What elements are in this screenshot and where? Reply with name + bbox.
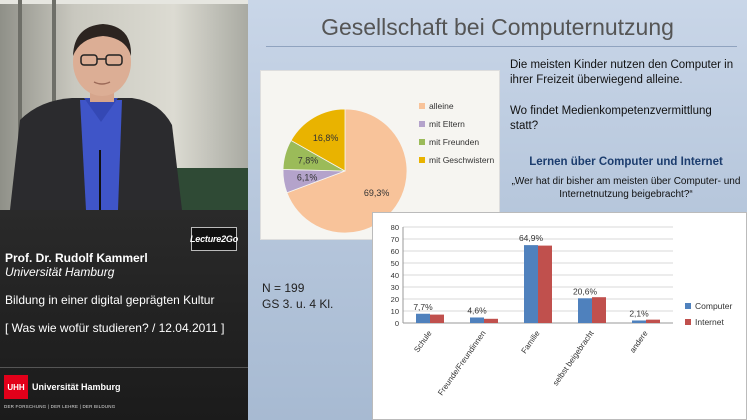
lecture-title: [ Was wie wofür studieren? / 12.04.2011 … <box>5 321 225 335</box>
pie-legend-alleine: alleine <box>419 101 454 111</box>
bar-chart-panel: 0 10 20 30 40 50 60 70 80 7,7% Schule 4,6% Freunde/F… <box>372 212 747 420</box>
bar-computer-4 <box>632 320 646 323</box>
pie-chart: 69,3% 6,1% 7,8% 16,8% <box>282 108 408 234</box>
x-category-label: selbst beigebracht <box>551 328 596 387</box>
bar-computer-0 <box>416 313 430 323</box>
legend-label-computer: Computer <box>695 301 732 311</box>
bar-computer-3 <box>578 298 592 323</box>
bar-computer-2 <box>524 245 538 323</box>
uhh-motto: DER FORSCHUNG | DER LEHRE | DER BILDUNG <box>4 404 116 409</box>
y-tick-label: 70 <box>391 235 399 244</box>
pie-data-label: 16,8% <box>313 133 339 143</box>
slide-text-intro: Die meisten Kinder nutzen den Computer i… <box>510 59 734 86</box>
title-underline <box>266 46 737 47</box>
presentation-slide: Gesellschaft bei Computernutzung 69,3% 6,… <box>248 0 747 420</box>
y-tick-label: 20 <box>391 295 399 304</box>
pie-legend-mit-eltern: mit Eltern <box>419 119 465 129</box>
x-category-label: andere <box>628 329 650 355</box>
bar-computer-1 <box>470 317 484 323</box>
y-tick-label: 10 <box>391 307 399 316</box>
bar-internet-2 <box>538 245 552 323</box>
sample-group: GS 3. u. 4 Kl. <box>262 297 334 311</box>
speaker-figure <box>10 24 182 210</box>
projector-screen-edge <box>0 0 248 4</box>
x-category-label: Familie <box>519 329 541 356</box>
legend-swatch <box>419 121 425 127</box>
bar-chart: 0 10 20 30 40 50 60 70 80 7,7% Schule 4,6% Freunde/F… <box>391 223 733 397</box>
green-board <box>168 168 248 210</box>
x-category-label: Freunde/Freundinnen <box>436 329 488 397</box>
bar-data-label: 20,6% <box>573 286 598 296</box>
bar-data-label: 2,1% <box>629 308 649 318</box>
bar-internet-4 <box>646 319 660 323</box>
sample-size: N = 199 <box>262 281 305 295</box>
legend-swatch <box>419 103 425 109</box>
x-category-label: Schule <box>412 329 434 355</box>
wall-seam <box>18 0 22 210</box>
slide-quote: „Wer hat dir bisher am meisten über Comp… <box>511 176 741 200</box>
speaker-name: Prof. Dr. Rudolf Kammerl <box>5 251 148 265</box>
y-tick-label: 80 <box>391 223 399 232</box>
legend-swatch <box>419 139 425 145</box>
slide-subheading: Lernen über Computer und Internet <box>529 156 723 168</box>
y-tick-label: 0 <box>395 319 399 328</box>
uhh-logo-icon: UHH <box>4 375 28 399</box>
pie-data-label: 6,1% <box>297 172 318 182</box>
speaker-video[interactable] <box>0 0 248 210</box>
legend-swatch <box>419 157 425 163</box>
bar-internet-0 <box>430 314 444 323</box>
pie-data-label: 7,8% <box>298 156 319 166</box>
lecture2go-logo[interactable]: Lecture2Go <box>190 227 238 251</box>
pie-legend-mit-freunden: mit Freunden <box>419 137 479 147</box>
speaker-university: Universität Hamburg <box>5 265 115 279</box>
lecture-info-panel: Lecture2Go Prof. Dr. Rudolf Kammerl Univ… <box>0 210 248 420</box>
legend-label: mit Geschwistern <box>429 155 495 165</box>
slide-title: Gesellschaft bei Computernutzung <box>321 14 674 40</box>
bar-data-label: 64,9% <box>519 233 544 243</box>
legend-label: mit Freunden <box>429 137 480 147</box>
legend-swatch <box>685 319 691 325</box>
y-tick-label: 50 <box>391 259 399 268</box>
legend-swatch <box>685 303 691 309</box>
bar-internet-3 <box>592 297 606 323</box>
legend-label: mit Eltern <box>429 119 465 129</box>
legend-label: alleine <box>429 101 454 111</box>
bar-data-label: 4,6% <box>467 305 487 315</box>
y-tick-label: 60 <box>391 247 399 256</box>
pie-slice-3 <box>290 108 346 172</box>
bar-data-label: 7,7% <box>413 302 433 312</box>
legend-label-internet: Internet <box>695 317 724 327</box>
bar-internet-1 <box>484 318 498 323</box>
divider <box>0 367 248 368</box>
pie-chart-panel: 69,3% 6,1% 7,8% 16,8% alleine mit Eltern mi… <box>260 70 500 240</box>
y-tick-label: 30 <box>391 283 399 292</box>
pie-slice-0 <box>286 108 408 234</box>
slide-text-question: Wo findet Medienkompetenzvermittlung sta… <box>510 105 712 132</box>
pie-legend-mit-geschwistern: mit Geschwistern <box>419 155 494 165</box>
pie-data-label: 69,3% <box>364 188 390 198</box>
y-tick-label: 40 <box>391 271 399 280</box>
course-title: Bildung in einer digital geprägten Kultu… <box>5 293 215 307</box>
uhh-name: Universität Hamburg <box>32 382 121 392</box>
